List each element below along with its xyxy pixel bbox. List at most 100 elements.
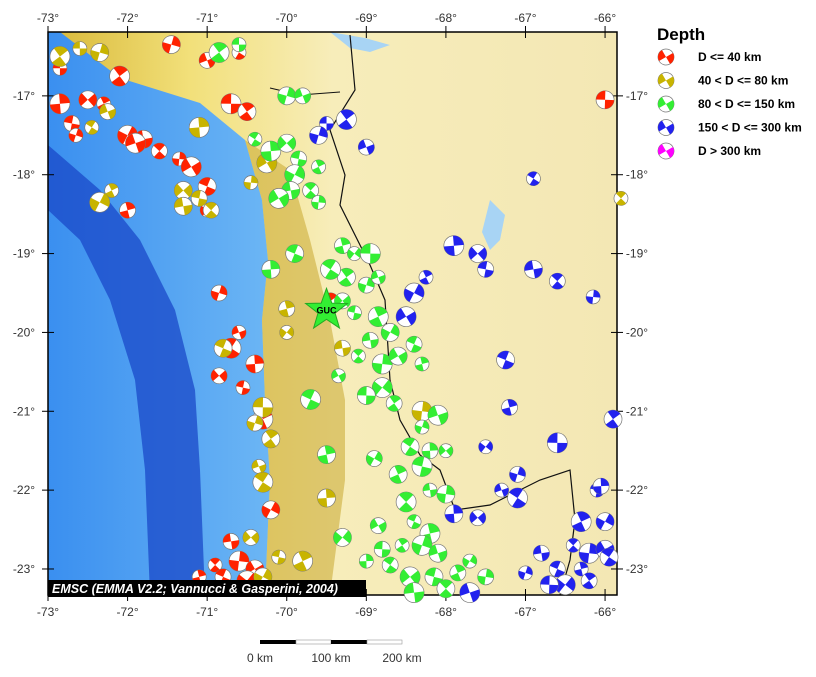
earthquake-beachball-red[interactable] [259, 498, 283, 522]
earthquake-beachball-green[interactable] [421, 442, 439, 460]
earthquake-beachball-green[interactable] [405, 512, 423, 530]
earthquake-beachball-yellow[interactable] [72, 41, 88, 56]
legend-symbol-icon[interactable] [655, 46, 677, 68]
earthquake-beachball-green[interactable] [265, 185, 292, 212]
earthquake-beachball-red[interactable] [62, 114, 81, 133]
earthquake-beachball-red[interactable] [230, 323, 248, 341]
earthquake-beachball-green[interactable] [379, 554, 401, 576]
earthquake-beachball-green[interactable] [316, 444, 337, 465]
earthquake-beachball-green[interactable] [356, 275, 376, 295]
earthquake-beachball-yellow[interactable] [211, 336, 234, 359]
earthquake-beachball-green[interactable] [403, 581, 425, 603]
earthquake-beachball-blue[interactable] [532, 544, 550, 562]
earthquake-beachball-red[interactable] [148, 140, 171, 163]
earthquake-beachball-blue[interactable] [546, 432, 568, 454]
earthquake-beachball-green[interactable] [311, 194, 326, 210]
earthquake-beachball-green[interactable] [205, 38, 233, 66]
earthquake-beachball-green[interactable] [261, 259, 281, 279]
earthquake-beachball-green[interactable] [378, 320, 402, 344]
earthquake-beachball-yellow[interactable] [97, 101, 118, 122]
earthquake-beachball-blue[interactable] [592, 477, 610, 495]
earthquake-beachball-green[interactable] [292, 86, 313, 107]
earthquake-beachball-green[interactable] [398, 434, 423, 459]
earthquake-beachball-green[interactable] [297, 386, 324, 413]
legend-symbol-icon[interactable] [655, 140, 677, 162]
earthquake-beachball-red[interactable] [209, 283, 229, 303]
earthquake-beachball-red[interactable] [220, 93, 242, 115]
earthquake-beachball-yellow[interactable] [200, 199, 223, 222]
earthquake-beachball-red[interactable] [67, 126, 85, 144]
earthquake-beachball-green[interactable] [436, 484, 456, 504]
earthquake-beachball-green[interactable] [413, 418, 431, 436]
earthquake-beachball-green[interactable] [346, 304, 363, 321]
earthquake-beachball-blue[interactable] [585, 289, 601, 305]
earthquake-beachball-blue[interactable] [476, 260, 495, 279]
earthquake-beachball-green[interactable] [477, 568, 495, 586]
earthquake-beachball-yellow[interactable] [250, 458, 268, 476]
earthquake-beachball-blue[interactable] [517, 564, 535, 582]
earthquake-beachball-yellow[interactable] [173, 196, 194, 217]
earthquake-beachball-green[interactable] [367, 515, 389, 537]
earthquake-beachball-red[interactable] [75, 87, 100, 112]
earthquake-beachball-green[interactable] [363, 448, 385, 470]
earthquake-beachball-yellow[interactable] [252, 396, 274, 418]
earthquake-beachball-green[interactable] [386, 462, 410, 486]
earthquake-beachball-green[interactable] [433, 576, 458, 601]
earthquake-beachball-green[interactable] [392, 488, 420, 516]
earthquake-beachball-blue[interactable] [600, 407, 625, 432]
earthquake-beachball-blue[interactable] [465, 241, 490, 266]
earthquake-beachball-red[interactable] [106, 62, 134, 90]
earthquake-beachball-blue[interactable] [578, 570, 600, 592]
earthquake-beachball-green[interactable] [348, 346, 368, 366]
earthquake-beachball-yellow[interactable] [243, 175, 259, 190]
earthquake-beachball-green[interactable] [371, 353, 393, 375]
earthquake-beachball-blue[interactable] [307, 124, 329, 146]
earthquake-beachball-green[interactable] [281, 161, 308, 188]
earthquake-beachball-blue[interactable] [444, 504, 464, 524]
earthquake-beachball-yellow[interactable] [89, 41, 111, 63]
earthquake-beachball-blue[interactable] [466, 506, 489, 529]
legend-symbol-icon[interactable] [655, 117, 677, 139]
earthquake-beachball-blue[interactable] [417, 268, 436, 287]
earthquake-beachball-yellow[interactable] [240, 526, 263, 549]
earthquake-beachball-red[interactable] [234, 99, 259, 124]
earthquake-beachball-green[interactable] [333, 236, 353, 256]
earthquake-beachball-blue[interactable] [457, 580, 482, 605]
earthquake-beachball-green[interactable] [299, 179, 322, 202]
earthquake-beachball-green[interactable] [425, 403, 450, 428]
earthquake-beachball-blue[interactable] [356, 137, 377, 158]
earthquake-beachball-blue[interactable] [563, 535, 583, 555]
earthquake-beachball-yellow[interactable] [270, 549, 287, 566]
earthquake-beachball-green[interactable] [369, 268, 387, 286]
earthquake-beachball-blue[interactable] [524, 169, 543, 188]
earthquake-beachball-green[interactable] [427, 542, 450, 565]
earthquake-beachball-green[interactable] [356, 386, 376, 405]
earthquake-beachball-red[interactable] [118, 200, 138, 220]
earthquake-beachball-green[interactable] [373, 540, 391, 558]
earthquake-beachball-red[interactable] [235, 379, 252, 396]
earthquake-beachball-green[interactable] [283, 242, 306, 265]
earthquake-beachball-red[interactable] [178, 153, 205, 180]
earthquake-beachball-blue[interactable] [401, 280, 428, 307]
earthquake-beachball-red[interactable] [208, 365, 231, 388]
earthquake-beachball-blue[interactable] [493, 481, 511, 499]
earthquake-beachball-blue[interactable] [504, 484, 532, 512]
earthquake-beachball-green[interactable] [392, 536, 411, 555]
earthquake-beachball-yellow[interactable] [171, 178, 196, 203]
earthquake-beachball-green[interactable] [334, 265, 359, 290]
earthquake-beachball-yellow[interactable] [411, 400, 433, 422]
earthquake-beachball-yellow[interactable] [333, 339, 351, 357]
earthquake-beachball-green[interactable] [410, 454, 434, 478]
earthquake-beachball-green[interactable] [330, 525, 355, 550]
earthquake-beachball-green[interactable] [276, 85, 298, 107]
earthquake-beachball-blue[interactable] [332, 106, 360, 134]
earthquake-beachball-blue[interactable] [593, 509, 617, 533]
earthquake-beachball-green[interactable] [274, 130, 299, 155]
legend-symbol-icon[interactable] [655, 70, 677, 92]
earthquake-beachball-green[interactable] [361, 331, 379, 349]
earthquake-beachball-blue[interactable] [392, 303, 419, 330]
earthquake-beachball-green[interactable] [383, 392, 405, 414]
earthquake-beachball-yellow[interactable] [86, 189, 113, 216]
earthquake-beachball-blue[interactable] [573, 560, 590, 577]
earthquake-beachball-yellow[interactable] [249, 468, 277, 496]
